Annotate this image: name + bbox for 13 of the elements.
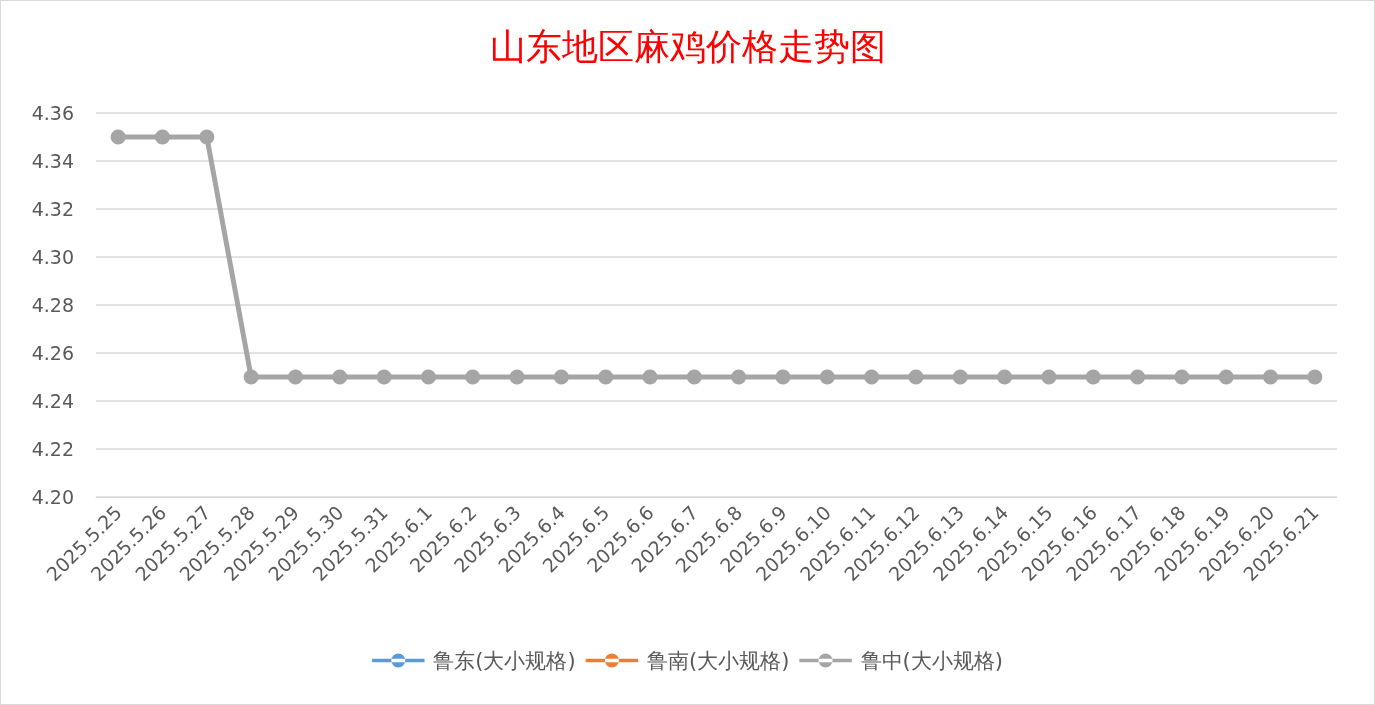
y-tick-label: 4.34 bbox=[31, 150, 74, 172]
y-tick-label: 4.36 bbox=[31, 102, 74, 124]
y-tick-label: 4.28 bbox=[31, 294, 74, 316]
y-tick-label: 4.32 bbox=[31, 198, 74, 220]
y-tick-label: 4.26 bbox=[31, 342, 74, 364]
legend-label: 鲁东(大小规格) bbox=[433, 648, 576, 673]
legend-label: 鲁南(大小规格) bbox=[646, 648, 790, 673]
y-tick-label: 4.30 bbox=[31, 246, 74, 268]
y-tick-label: 4.22 bbox=[31, 438, 74, 460]
legend-label: 鲁中(大小规格) bbox=[860, 648, 1003, 673]
y-tick-label: 4.20 bbox=[31, 486, 74, 508]
chart-title: 山东地区麻鸡价格走势图 bbox=[489, 25, 886, 67]
y-tick-label: 4.24 bbox=[31, 390, 74, 412]
